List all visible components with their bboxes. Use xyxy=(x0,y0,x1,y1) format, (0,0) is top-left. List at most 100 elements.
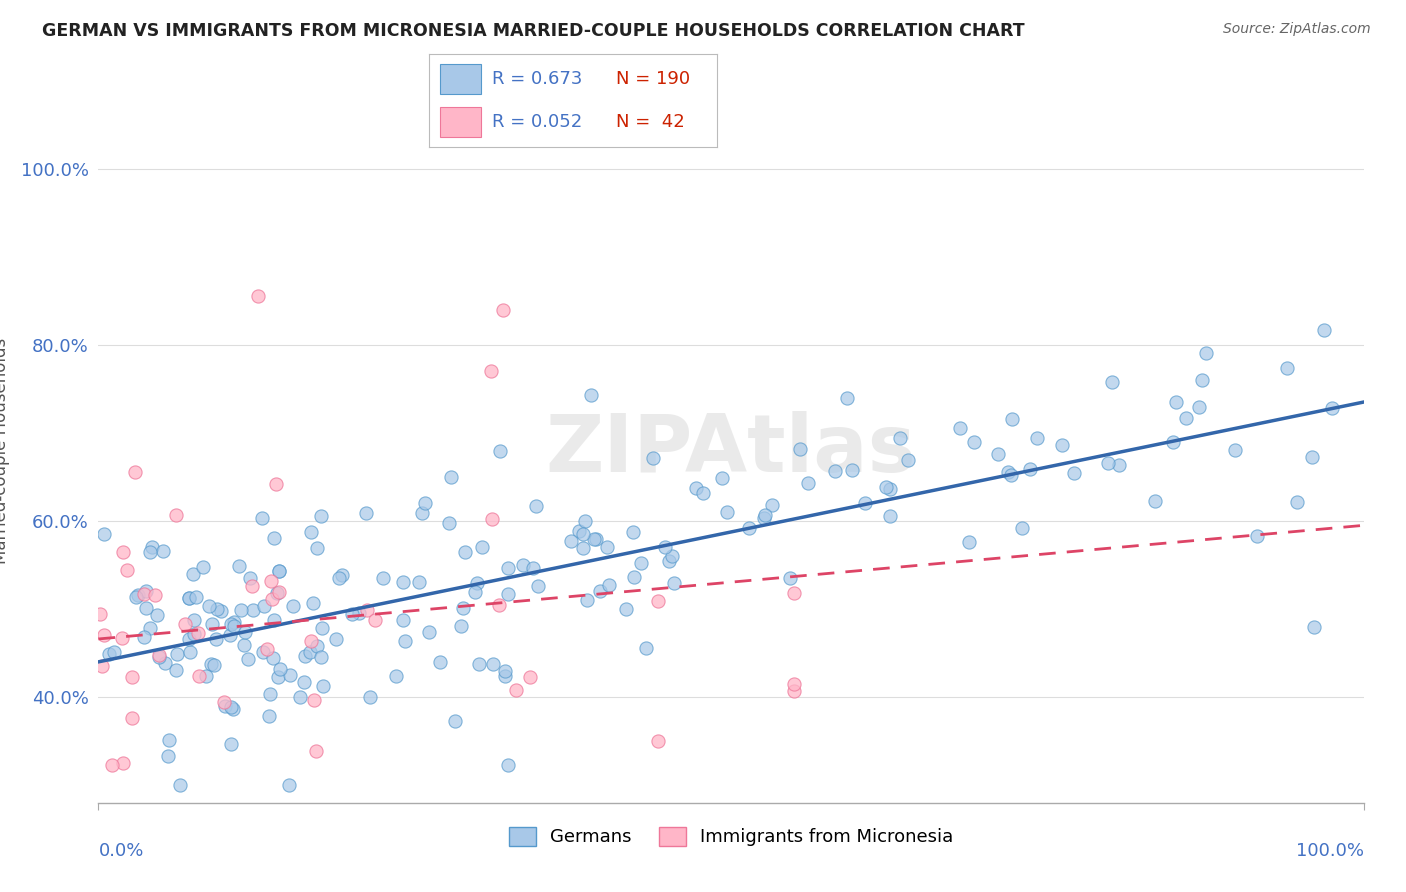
Point xyxy=(236,652,259,666)
Point xyxy=(305,541,328,556)
Point xyxy=(121,711,143,725)
Point xyxy=(897,453,920,467)
Point xyxy=(471,540,494,554)
Point xyxy=(288,690,311,704)
Point xyxy=(148,648,170,662)
Point xyxy=(228,558,250,573)
Point xyxy=(451,600,474,615)
Point xyxy=(392,613,415,627)
Point xyxy=(560,533,582,548)
Point xyxy=(204,632,226,647)
Point xyxy=(309,650,332,665)
Point xyxy=(165,663,187,677)
Point xyxy=(658,554,681,568)
Point xyxy=(205,602,228,616)
Point xyxy=(134,630,156,644)
Point xyxy=(302,693,325,707)
Point xyxy=(373,571,395,585)
Point xyxy=(963,434,986,449)
Point xyxy=(195,669,218,683)
Point xyxy=(340,607,363,622)
Point xyxy=(889,431,911,445)
Point xyxy=(214,699,236,714)
Point xyxy=(177,591,200,605)
Point xyxy=(647,734,669,748)
Point xyxy=(221,737,243,751)
Point xyxy=(1275,360,1298,375)
Point xyxy=(1320,401,1343,416)
Point xyxy=(1285,495,1308,509)
Point xyxy=(468,657,491,672)
Point xyxy=(572,541,595,556)
Point xyxy=(260,574,283,588)
Point xyxy=(305,744,328,758)
Point xyxy=(132,587,155,601)
Point xyxy=(439,516,461,531)
Point xyxy=(738,521,761,535)
Point xyxy=(664,575,686,590)
Point xyxy=(153,656,176,670)
Point xyxy=(224,619,246,633)
Point xyxy=(519,670,541,684)
Point xyxy=(363,613,385,627)
Point xyxy=(585,532,607,546)
Text: R = 0.052: R = 0.052 xyxy=(492,113,582,131)
Point xyxy=(710,471,733,485)
Point xyxy=(209,604,232,618)
Point xyxy=(111,545,134,559)
Point xyxy=(855,496,877,510)
Point xyxy=(496,757,519,772)
Point xyxy=(957,534,980,549)
Point xyxy=(1246,529,1268,543)
Point xyxy=(89,607,111,621)
Point xyxy=(875,480,897,494)
Point xyxy=(242,602,264,616)
Point xyxy=(1011,521,1033,535)
Point xyxy=(1161,435,1184,450)
Point xyxy=(145,608,167,623)
Point xyxy=(1191,373,1213,387)
Point xyxy=(239,571,262,585)
Point xyxy=(418,625,440,640)
Point xyxy=(1313,323,1336,337)
Point xyxy=(641,451,664,466)
Y-axis label: Married-couple Households: Married-couple Households xyxy=(0,337,10,564)
Point xyxy=(1097,456,1119,470)
Point xyxy=(949,421,972,435)
Point xyxy=(385,669,408,683)
Point xyxy=(634,641,657,656)
Point xyxy=(454,545,477,559)
Point xyxy=(98,647,121,661)
Bar xyxy=(440,64,481,94)
Point xyxy=(111,631,134,645)
Point xyxy=(111,756,134,770)
Point xyxy=(440,470,463,484)
Point xyxy=(294,649,316,664)
Point xyxy=(761,498,783,512)
Point xyxy=(307,639,329,653)
Point xyxy=(654,541,676,555)
Text: N = 190: N = 190 xyxy=(616,70,690,87)
Point xyxy=(246,289,269,303)
Point xyxy=(1019,461,1042,475)
Point xyxy=(93,527,115,541)
Point xyxy=(752,511,775,525)
Point xyxy=(797,476,820,491)
Point xyxy=(202,657,225,672)
Text: 0.0%: 0.0% xyxy=(98,841,143,860)
Point xyxy=(330,568,353,582)
Point xyxy=(179,632,201,647)
Point xyxy=(1174,411,1197,425)
Point xyxy=(152,544,174,558)
Point xyxy=(568,524,591,538)
Point xyxy=(252,645,274,659)
Point xyxy=(494,664,516,678)
Point xyxy=(1000,412,1022,426)
Point xyxy=(187,668,209,682)
Point xyxy=(1000,467,1022,482)
Point xyxy=(229,603,252,617)
Point xyxy=(311,679,333,693)
Point xyxy=(222,702,245,716)
Point xyxy=(579,388,602,402)
Point xyxy=(135,584,157,599)
